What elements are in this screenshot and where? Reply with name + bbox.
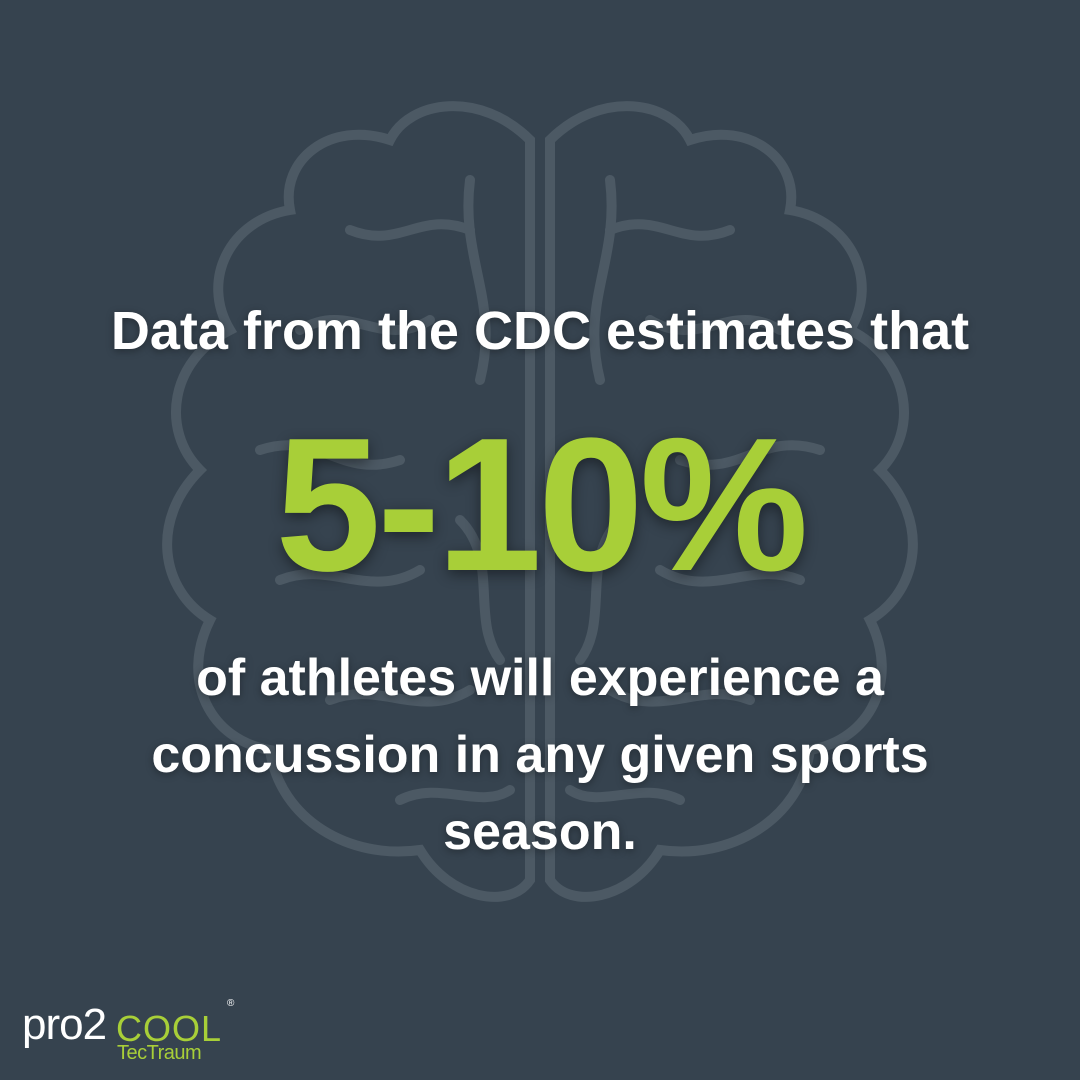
intro-text: Data from the CDC estimates that: [110, 301, 970, 361]
logo-cool: COOL: [116, 1008, 223, 1049]
logo-registered: ®: [227, 998, 235, 1009]
logo-sub: TecTraum: [117, 1042, 202, 1064]
logo: pro2 COOL ® TecTraum: [22, 998, 242, 1070]
stat-figure: 5-10%: [275, 399, 808, 611]
logo-pro: pro2: [22, 1000, 107, 1049]
body-text: of athletes will experience a concussion…: [151, 649, 929, 861]
